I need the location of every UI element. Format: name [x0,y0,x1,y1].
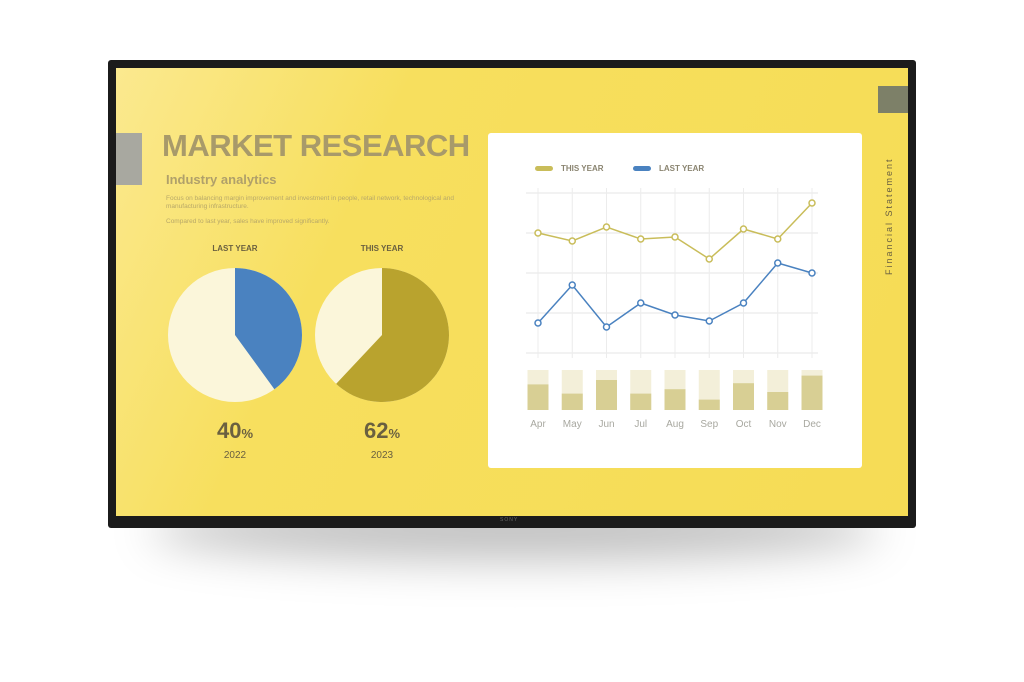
description: Focus on balancing margin improvement an… [166,195,454,210]
value: 40 [216,418,242,443]
bar [630,393,652,410]
description-2: Compared to last year, sales have improv… [166,218,330,225]
x-tick-label: Oct [736,419,752,430]
data-point [637,235,645,243]
legend-this-year: THIS YEAR [535,164,604,173]
legend-label: LAST YEAR [659,164,705,173]
legend-swatch [535,166,553,171]
value: 62 [363,418,389,443]
data-point [774,235,782,243]
pie-last-year-value: 40% [185,418,285,444]
side-label: Financial Statement [884,157,894,275]
data-point [602,323,611,331]
x-tick-label: Sep [700,419,718,430]
bar [527,384,549,410]
bar [801,375,823,410]
data-point [534,229,542,237]
accent-block-left [116,133,142,185]
data-point [671,311,679,319]
data-point [774,259,782,267]
tv-display: MARKET RESEARCH Industry analytics Focus… [108,60,916,528]
page-title: MARKET RESEARCH [162,128,470,163]
legend-swatch [633,166,651,171]
data-point [808,269,816,277]
pie-last-year-year: 2022 [223,450,247,461]
pie-this-year-value: 62% [332,418,432,444]
data-point [671,233,679,241]
bar [561,393,583,410]
x-tick-label: Nov [769,419,787,430]
legend-label: THIS YEAR [561,164,604,173]
bar [698,399,720,410]
data-point [739,225,748,233]
pie-value-slice [235,268,302,390]
data-point [568,237,576,245]
bar [596,380,617,410]
brand-logo: SONY [500,517,519,523]
pie-this-year-label: THIS YEAR [360,244,404,253]
legend-last-year: LAST YEAR [633,164,704,173]
x-tick-label: Apr [530,419,546,430]
data-point [808,199,816,207]
data-point [705,255,713,263]
data-point [705,317,713,325]
chart-card: THIS YEAR LAST YEAR Apr May Jun Jul Aug Sep Oc… [488,133,862,468]
bar [664,389,686,410]
x-tick-label: May [563,419,582,430]
pie-this-year-year: 2023 [370,450,394,461]
line-bar-chart: Apr May Jun Jul Aug Sep Oct Nov Dec [526,188,823,430]
data-point [637,299,645,307]
subtitle: Industry analytics [166,172,277,187]
data-point [739,299,748,307]
unit: % [388,426,401,441]
data-point [602,223,611,231]
x-tick-label: Aug [666,419,684,430]
pie-charts [168,268,450,402]
data-point [568,281,576,289]
x-tick-label: Dec [803,419,821,430]
pie-last-year-label: LAST YEAR [212,244,258,253]
screen: MARKET RESEARCH Industry analytics Focus… [116,68,908,516]
x-tick-label: Jun [598,419,614,430]
x-tick-label: Jul [634,419,647,430]
bar [767,392,789,410]
accent-block-right [878,86,908,113]
unit: % [241,426,254,441]
data-point [534,319,542,327]
bar [733,383,754,410]
pie-value-slice [336,268,450,402]
